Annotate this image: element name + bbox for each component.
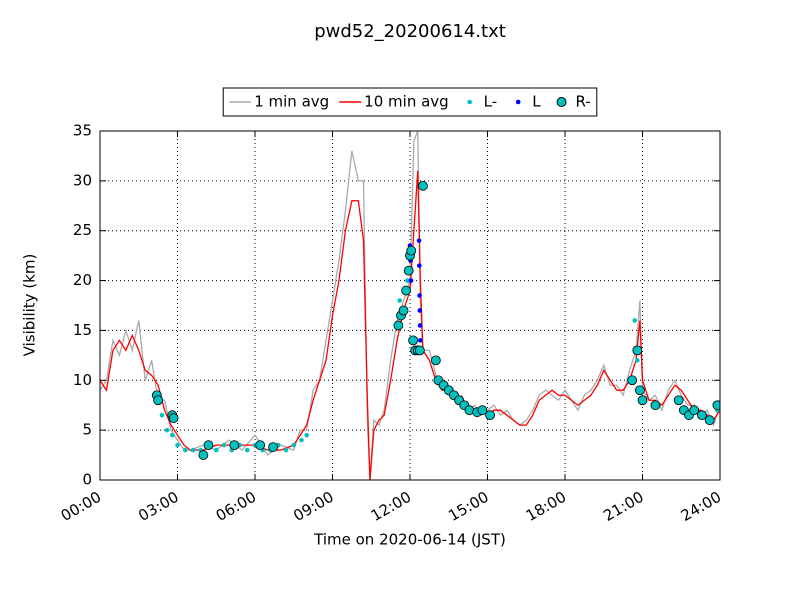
plot-area [100,131,720,480]
point [403,265,414,276]
legend-label: 10 min avg [364,93,449,111]
legend-item: L- [467,93,497,111]
point [417,263,422,268]
y-tick-label: 20 [73,271,92,289]
x-axis-label: Time on 2020-06-14 (JST) [313,531,506,549]
legend-item: R- [556,93,591,111]
y-tick-label: 35 [73,122,92,140]
point [485,410,495,421]
point [168,413,179,424]
point [175,442,180,448]
legend-box [222,87,598,117]
point [153,395,164,406]
point [213,447,219,453]
point [637,395,648,406]
legend-item: 1 min avg [229,93,329,111]
point [417,323,423,328]
legend-label: L [532,93,541,111]
point [393,320,404,331]
point [635,358,640,363]
legend-label: R- [576,93,591,111]
point [159,412,165,418]
point [416,238,422,243]
point [414,345,425,356]
point [244,447,250,453]
point [405,278,410,283]
point [268,442,278,452]
legend-label: 1 min avg [254,93,329,111]
legend-label: L- [484,93,498,111]
legend-swatch [515,99,521,105]
point [635,385,645,396]
point [418,180,428,191]
point [417,293,422,298]
legend-swatch [467,99,472,105]
point [632,318,638,323]
point [704,415,715,426]
point [417,308,423,313]
point [170,432,175,438]
point [182,447,188,453]
y-tick-label: 25 [73,221,92,239]
point [190,447,196,453]
point [283,447,289,453]
point [408,335,419,346]
y-tick-label: 15 [73,321,92,339]
y-tick-label: 5 [82,421,92,439]
point [203,440,214,451]
point [673,395,684,406]
legend-swatch [556,97,567,107]
point [164,427,170,433]
point [291,442,297,448]
point [408,278,414,283]
point [632,345,643,356]
point [397,298,402,303]
chart-title: pwd52_20200614.txt [314,21,506,42]
y-tick-label: 10 [73,371,92,389]
legend-item: 10 min avg [339,93,449,111]
point [627,375,638,386]
point [418,338,423,343]
point [255,440,266,451]
legend: 1 min avg 10 min avg L- L R- [222,87,598,117]
point [299,437,304,443]
point [406,245,417,256]
point [221,442,227,448]
point [697,410,707,421]
point [398,305,409,316]
point [401,285,412,296]
y-axis-label: Visibility (km) [21,254,39,357]
point [689,405,700,416]
point [304,432,309,438]
point [712,400,720,411]
point [430,355,441,366]
point [477,405,488,416]
y-tick-label: 30 [73,171,92,189]
point [229,440,240,451]
y-tick-label: 0 [82,471,92,489]
point [650,400,661,411]
point [198,450,209,460]
legend-item: L [515,93,541,111]
